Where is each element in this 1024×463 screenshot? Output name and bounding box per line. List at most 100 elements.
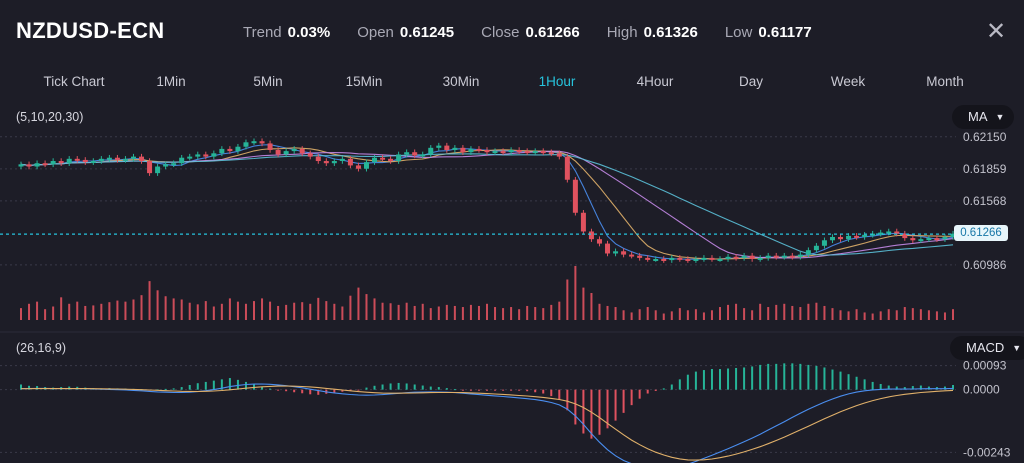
volume-bar [301, 302, 304, 320]
macd-histogram-bar [630, 389, 633, 406]
candle-body [733, 256, 739, 259]
volume-bar [453, 305, 456, 320]
candle-body [572, 179, 578, 213]
volume-bar [68, 303, 71, 320]
volume-bar [743, 308, 746, 320]
macd-indicator-button[interactable]: MACD ▼ [950, 336, 1024, 360]
macd-histogram-bar [799, 363, 802, 390]
macd-histogram-bar [365, 387, 368, 390]
ma-indicator-button[interactable]: MA ▼ [952, 105, 1015, 129]
macd-histogram-bar [389, 383, 392, 390]
candle-body [476, 148, 482, 151]
volume-bar [84, 305, 87, 320]
volume-bar [100, 303, 103, 320]
volume-bar [253, 301, 255, 320]
tab-month[interactable]: Month [926, 74, 964, 89]
tab-1hour[interactable]: 1Hour [538, 74, 576, 89]
ma20-line [20, 150, 954, 259]
candle-body [171, 163, 177, 166]
volume-bar [911, 308, 914, 320]
candle-body [693, 258, 699, 261]
candle-body [862, 234, 868, 237]
tab-day[interactable]: Day [738, 74, 764, 89]
volume-bar [317, 297, 320, 320]
candle-body [838, 236, 844, 240]
candle-body [219, 148, 225, 154]
tab-5min[interactable]: 5Min [253, 74, 283, 89]
candle-body [412, 152, 418, 156]
macd-histogram-bar [815, 365, 818, 390]
volume-bar [108, 302, 111, 320]
volume-bar [518, 309, 521, 320]
stat-label: High [606, 24, 638, 41]
tab-15min[interactable]: 15Min [345, 74, 383, 89]
volume-bar [534, 307, 537, 320]
candle-body [588, 231, 594, 240]
stat-label: Open [357, 24, 394, 41]
macd-histogram-bar [20, 384, 22, 390]
tab-1min[interactable]: 1Min [156, 74, 186, 89]
volume-bar [228, 298, 231, 320]
macd-histogram-bar [413, 384, 416, 390]
macd-dea-line [21, 385, 954, 461]
candle-body [355, 165, 361, 169]
volume-bar [694, 309, 697, 320]
stat-label: Low [724, 24, 753, 41]
tab-week[interactable]: Week [830, 74, 866, 89]
macd-histogram-bar [767, 363, 770, 390]
candle-body [532, 151, 538, 154]
volume-bar [791, 305, 794, 320]
ma-button-label: MA [968, 109, 988, 124]
volume-bar [574, 266, 577, 320]
volume-bar [646, 307, 649, 320]
candle-body [942, 236, 948, 240]
volume-bar [935, 311, 938, 320]
macd-histogram-bar [429, 386, 432, 390]
macd-histogram-bar [309, 389, 312, 395]
macd-histogram-bar [397, 382, 400, 390]
caret-down-icon: ▼ [995, 112, 1005, 122]
candle-body [540, 151, 546, 154]
macd-histogram-bar [220, 379, 223, 390]
candle-body [307, 153, 313, 157]
close-icon[interactable]: ✕ [985, 18, 1007, 45]
volume-bar [429, 308, 432, 320]
candle-body [508, 150, 514, 153]
volume-bar [622, 310, 625, 320]
price-tick-label: 0.61859 [963, 162, 1007, 176]
tab-4hour[interactable]: 4Hour [636, 74, 674, 89]
candle-body [420, 154, 426, 157]
candle-body [26, 164, 32, 167]
macd-histogram-bar [212, 380, 215, 390]
stat-value: 0.61245 [399, 24, 455, 41]
candle-body [605, 243, 611, 254]
macd-histogram-bar [855, 376, 858, 390]
price-tick-label: 0.61568 [963, 194, 1007, 208]
stat-value: 0.61266 [525, 24, 580, 41]
candle-body [789, 255, 795, 258]
candle-body [500, 151, 506, 154]
macd-histogram-bar [791, 363, 794, 390]
macd-histogram-bar [437, 387, 440, 390]
volume-bar [293, 302, 296, 320]
volume-bar [775, 304, 778, 320]
candle-body [211, 153, 217, 157]
candle-body [347, 158, 353, 166]
macd-histogram-bar [582, 389, 585, 434]
tab-30min[interactable]: 30Min [442, 74, 480, 89]
macd-histogram-bar [911, 386, 914, 390]
ma-params-label: (5,10,20,30) [16, 110, 84, 124]
macd-histogram-bar [228, 378, 231, 390]
macd-histogram-bar [550, 389, 553, 397]
macd-histogram-bar [164, 388, 167, 390]
macd-histogram-bar [927, 386, 930, 390]
macd-histogram-bar [341, 389, 344, 392]
volume-bar [325, 301, 328, 320]
candle-body [484, 150, 490, 153]
volume-bar [357, 287, 360, 320]
macd-histogram-bar [783, 363, 786, 390]
tab-tick-chart[interactable]: Tick Chart [43, 74, 105, 89]
macd-histogram-bar [373, 385, 376, 390]
macd-histogram-bar [638, 389, 641, 399]
